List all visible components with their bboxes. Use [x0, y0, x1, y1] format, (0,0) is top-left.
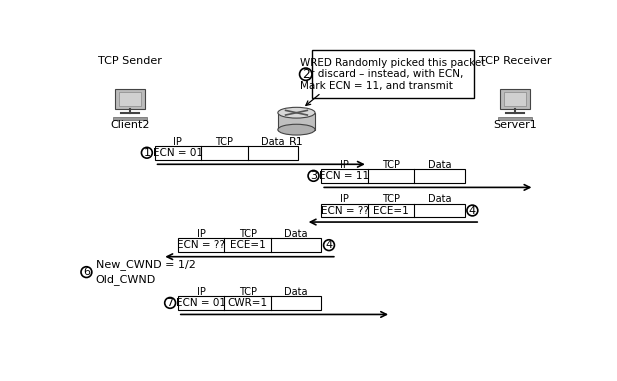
Text: 3: 3 — [310, 171, 317, 181]
FancyBboxPatch shape — [278, 113, 315, 130]
Circle shape — [81, 267, 92, 277]
Text: ECN = 01: ECN = 01 — [153, 148, 203, 158]
Circle shape — [467, 205, 478, 216]
Circle shape — [299, 68, 312, 80]
FancyBboxPatch shape — [113, 117, 147, 120]
Text: Data: Data — [261, 136, 284, 147]
Text: CWR=1: CWR=1 — [228, 298, 268, 308]
Text: 4: 4 — [325, 240, 333, 250]
Bar — [321, 203, 465, 218]
Ellipse shape — [278, 124, 315, 135]
Text: TCP
Header: TCP Header — [230, 229, 265, 251]
Text: Data: Data — [284, 229, 308, 239]
Circle shape — [323, 240, 334, 251]
Text: TCP
Header: TCP Header — [373, 194, 408, 216]
Text: Server1: Server1 — [493, 120, 537, 130]
Text: 2: 2 — [302, 68, 310, 81]
Text: IP
Header: IP Header — [327, 194, 362, 216]
Text: 7: 7 — [167, 298, 174, 308]
Text: ECN = 01: ECN = 01 — [176, 298, 226, 308]
Text: IP
Header: IP Header — [183, 229, 219, 251]
Text: 6: 6 — [83, 267, 90, 277]
FancyBboxPatch shape — [498, 117, 532, 120]
FancyBboxPatch shape — [115, 89, 144, 109]
FancyBboxPatch shape — [500, 89, 530, 109]
Text: ECE=1: ECE=1 — [230, 240, 265, 250]
Text: Data: Data — [428, 194, 451, 204]
Text: Client2: Client2 — [110, 120, 149, 130]
Circle shape — [141, 147, 152, 158]
Text: 4: 4 — [469, 205, 476, 216]
Bar — [178, 238, 321, 252]
Text: IP
Header: IP Header — [327, 160, 362, 181]
Circle shape — [308, 170, 319, 181]
Text: TCP
Header: TCP Header — [207, 136, 242, 158]
Text: IP
Header: IP Header — [183, 287, 219, 308]
FancyBboxPatch shape — [312, 50, 474, 98]
Text: ECN = 11: ECN = 11 — [320, 171, 370, 181]
Circle shape — [165, 298, 176, 308]
Text: WRED Randomly picked this packet
for discard – instead, with ECN,
Mark ECN = 11,: WRED Randomly picked this packet for dis… — [300, 58, 486, 91]
Bar — [178, 296, 321, 310]
FancyBboxPatch shape — [118, 91, 141, 106]
Text: TCP
Header: TCP Header — [230, 287, 265, 308]
Text: TCP Sender: TCP Sender — [98, 56, 162, 67]
Text: ECE=1: ECE=1 — [373, 205, 409, 216]
Text: 1: 1 — [143, 148, 151, 158]
Bar — [155, 146, 298, 160]
Text: R1: R1 — [289, 136, 304, 147]
Text: TCP
Header: TCP Header — [373, 160, 408, 181]
Ellipse shape — [278, 107, 315, 118]
FancyBboxPatch shape — [503, 91, 526, 106]
Text: ECN = ??: ECN = ?? — [177, 240, 225, 250]
Text: New_CWND = 1/2
Old_CWND: New_CWND = 1/2 Old_CWND — [96, 259, 196, 285]
Text: ECN = ??: ECN = ?? — [321, 205, 368, 216]
Text: IP
Header: IP Header — [160, 136, 196, 158]
Bar — [321, 169, 465, 183]
Text: TCP Receiver: TCP Receiver — [479, 56, 551, 67]
Text: Data: Data — [428, 160, 451, 170]
Text: Data: Data — [284, 287, 308, 297]
